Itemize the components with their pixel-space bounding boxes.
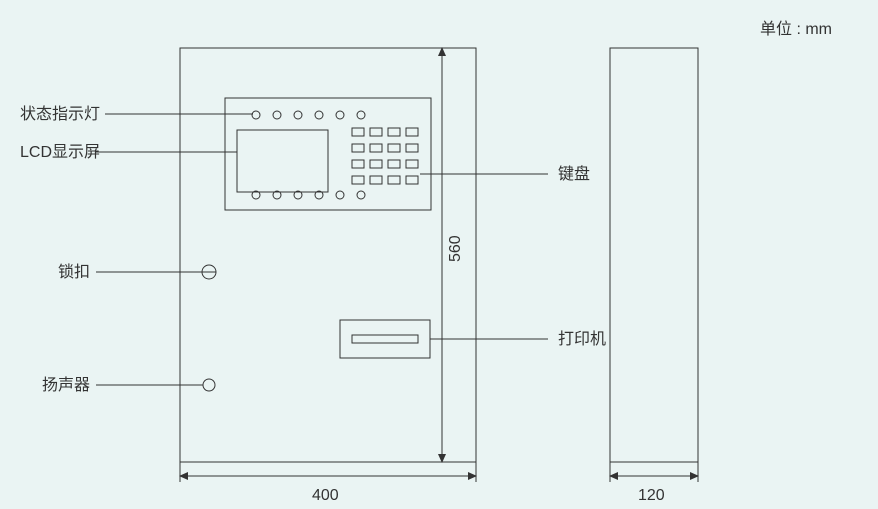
label-status-led: 状态指示灯 [20, 105, 100, 123]
led-icon [294, 111, 302, 119]
led-icon [273, 111, 281, 119]
dimension-depth-value: 120 [638, 487, 665, 504]
led-icon [315, 111, 323, 119]
keypad-key [406, 128, 418, 136]
lock-icon [202, 265, 216, 279]
keypad-key [352, 128, 364, 136]
printer-icon [340, 320, 430, 358]
led-icon [357, 191, 365, 199]
keypad-key [388, 128, 400, 136]
label-printer: 打印机 [558, 330, 606, 348]
speaker-icon [203, 379, 215, 391]
led-icon [252, 111, 260, 119]
label-lock: 锁扣 [58, 263, 90, 281]
keypad-key [352, 176, 364, 184]
front-panel [180, 48, 476, 462]
dimension-width-value: 400 [312, 487, 339, 504]
status-leds-top [252, 111, 365, 119]
keypad-key [370, 176, 382, 184]
diagram-svg: 单位 : mm 状态指示灯 LCD显示屏 锁扣 扬声器 键盘 打印机 [0, 0, 878, 509]
keypad-key [406, 160, 418, 168]
keypad-key [388, 176, 400, 184]
label-speaker: 扬声器 [42, 376, 90, 394]
keypad-key [406, 176, 418, 184]
keypad-key [388, 160, 400, 168]
led-icon [336, 191, 344, 199]
keypad-key [370, 144, 382, 152]
keypad [352, 128, 418, 184]
dimension-width [180, 462, 476, 482]
led-icon [357, 111, 365, 119]
unit-label: 单位 : mm [760, 20, 832, 38]
keypad-key [370, 160, 382, 168]
keypad-key [388, 144, 400, 152]
label-lcd: LCD显示屏 [20, 144, 100, 161]
led-icon [336, 111, 344, 119]
keypad-key [370, 128, 382, 136]
keypad-key [406, 144, 418, 152]
side-panel [610, 48, 698, 462]
lcd-screen [237, 130, 328, 192]
keypad-key [352, 160, 364, 168]
dimension-depth [610, 462, 698, 482]
dimension-height-value: 560 [447, 235, 464, 262]
label-keypad: 键盘 [558, 164, 590, 183]
keypad-key [352, 144, 364, 152]
